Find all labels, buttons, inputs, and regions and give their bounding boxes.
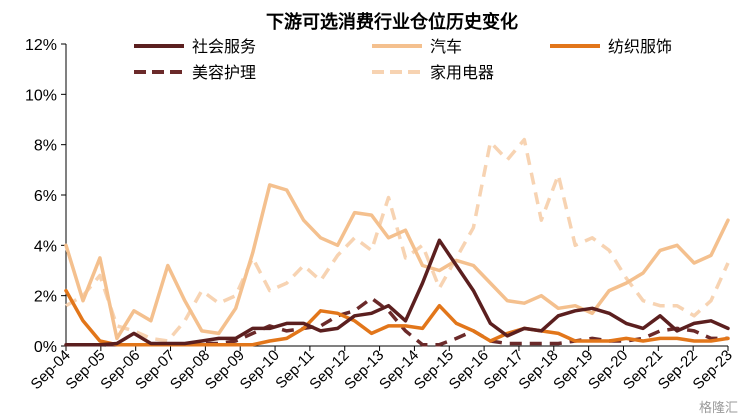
legend-label: 社会服务 (192, 37, 256, 56)
legend-item: 家用电器 (372, 63, 494, 82)
series-line-4 (65, 137, 730, 343)
chart-title: 下游可选消费行业仓位历史变化 (266, 11, 518, 33)
y-tick-label: 10% (25, 87, 57, 104)
y-tick-label: 12% (25, 37, 57, 54)
legend-label: 汽车 (430, 37, 462, 56)
y-tick-label: 8% (34, 138, 57, 155)
series-line-2 (64, 288, 730, 347)
legend-item: 美容护理 (134, 63, 256, 82)
y-tick-label: 4% (34, 238, 57, 255)
legend-item: 纺织服饰 (550, 37, 672, 56)
series-line-1 (64, 183, 730, 341)
series-line-0 (64, 238, 730, 347)
plot-lines (64, 137, 730, 347)
legend-item: 汽车 (372, 37, 462, 56)
y-tick-label: 6% (34, 188, 57, 205)
x-tick-label: Sep-23 (690, 347, 736, 393)
x-tick-label: Sep-10 (237, 347, 283, 393)
y-tick-label: 0% (34, 339, 57, 356)
legend-item: 社会服务 (134, 37, 256, 56)
legend-label: 纺织服饰 (608, 37, 672, 56)
y-tick-label: 2% (34, 289, 57, 306)
legend-label: 家用电器 (430, 63, 494, 82)
legend-label: 美容护理 (192, 63, 256, 82)
watermark: 格隆汇 (699, 400, 738, 416)
